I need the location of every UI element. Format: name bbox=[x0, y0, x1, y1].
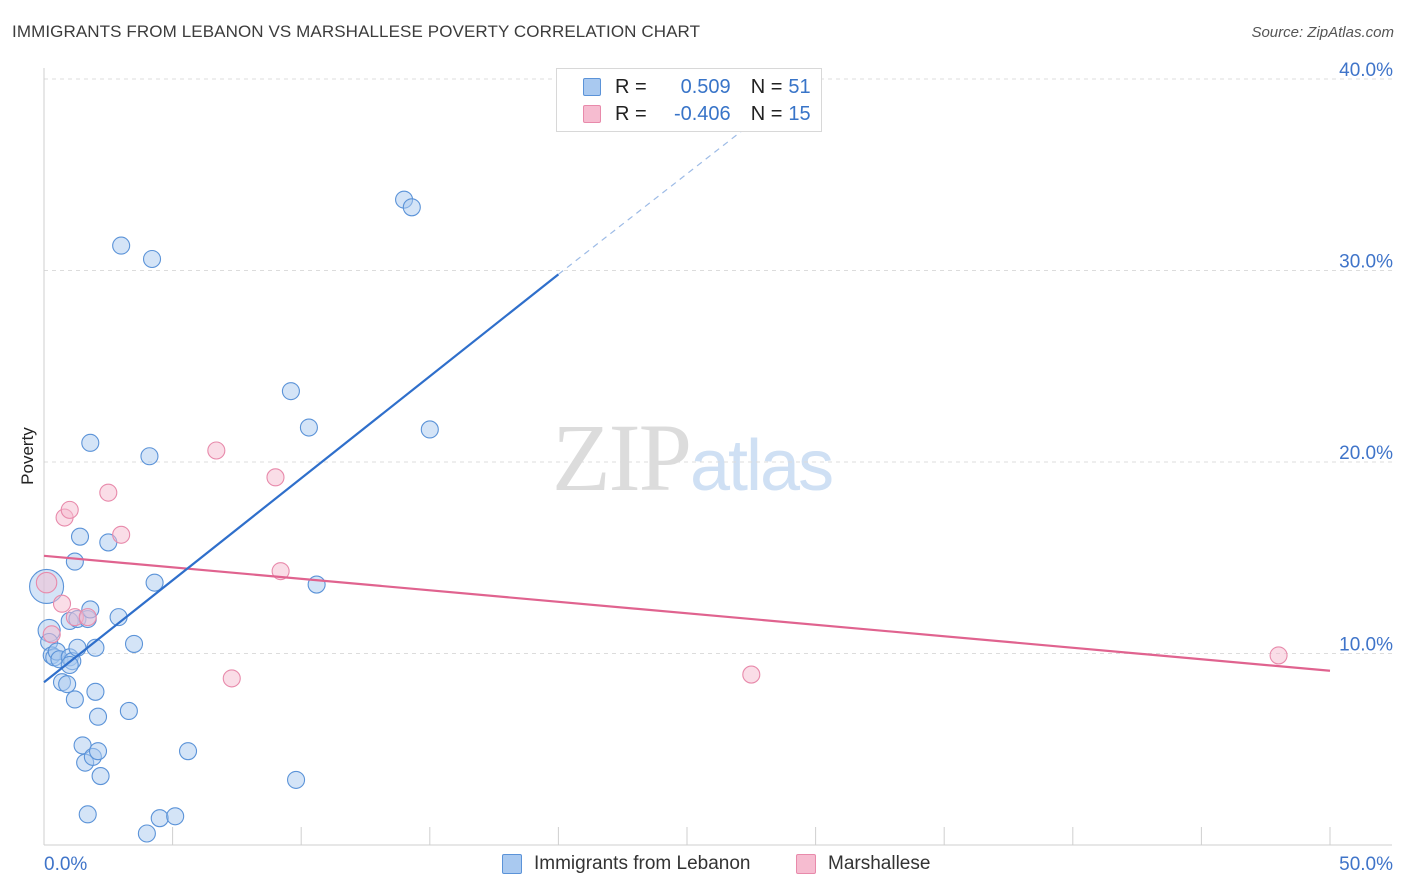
source-label: Source: ZipAtlas.com bbox=[1251, 24, 1394, 41]
legend-n-label: N = bbox=[750, 102, 783, 125]
legend-n-value: 51 bbox=[788, 75, 811, 98]
data-point-lebanon bbox=[86, 682, 105, 701]
data-point-lebanon bbox=[299, 418, 318, 437]
x-tick-label: 50.0% bbox=[1339, 854, 1393, 875]
data-point-marshallese bbox=[266, 468, 285, 487]
data-point-marshallese bbox=[207, 441, 226, 460]
data-point-lebanon bbox=[112, 236, 131, 255]
data-point-lebanon bbox=[70, 527, 90, 546]
data-point-lebanon bbox=[142, 249, 162, 269]
legend-r-value: 0.509 bbox=[680, 75, 731, 98]
data-point-lebanon bbox=[140, 447, 159, 466]
data-point-lebanon bbox=[60, 655, 79, 675]
data-point-lebanon bbox=[281, 382, 300, 401]
data-point-marshallese bbox=[52, 594, 72, 613]
data-point-marshallese bbox=[35, 571, 58, 594]
data-point-marshallese bbox=[99, 483, 118, 502]
data-point-marshallese bbox=[60, 500, 79, 519]
data-point-lebanon bbox=[137, 824, 156, 843]
y-tick-label: 20.0% bbox=[1339, 443, 1393, 464]
trend-line-lebanon-extension bbox=[558, 112, 765, 275]
watermark: ZIPatlas bbox=[552, 402, 834, 513]
data-point-marshallese bbox=[222, 669, 241, 688]
data-point-lebanon bbox=[58, 675, 77, 694]
data-point-lebanon bbox=[81, 433, 100, 452]
data-point-lebanon bbox=[88, 742, 108, 761]
data-point-lebanon bbox=[91, 767, 110, 786]
data-point-lebanon bbox=[287, 770, 306, 789]
data-point-lebanon bbox=[65, 690, 84, 709]
legend-swatch-pink bbox=[583, 105, 601, 123]
data-point-lebanon bbox=[166, 807, 185, 826]
y-tick-label: 30.0% bbox=[1339, 252, 1393, 273]
correlation-legend: R = 0.509 N = 51 R = -0.406 N = 15 bbox=[556, 68, 822, 132]
data-point-lebanon bbox=[68, 638, 87, 657]
data-point-lebanon bbox=[119, 701, 138, 721]
trend-lines bbox=[43, 112, 1331, 684]
legend-r-label: R = bbox=[615, 75, 647, 98]
data-point-lebanon bbox=[65, 552, 84, 571]
data-point-lebanon bbox=[145, 573, 164, 592]
legend-swatch-blue bbox=[502, 854, 522, 874]
legend-swatch-blue bbox=[583, 78, 601, 96]
data-point-marshallese bbox=[1269, 646, 1288, 665]
data-point-lebanon bbox=[88, 707, 108, 726]
data-point-lebanon bbox=[178, 742, 198, 761]
y-tick-label: 40.0% bbox=[1339, 60, 1393, 81]
data-point-lebanon bbox=[420, 420, 439, 439]
data-point-marshallese bbox=[78, 608, 97, 627]
tick-labels: 10.0% 20.0% 30.0% 40.0% 0.0% 50.0% bbox=[44, 60, 1393, 875]
x-tick-label: 0.0% bbox=[44, 854, 87, 875]
watermark-zip: ZIP bbox=[552, 404, 692, 511]
series-lebanon bbox=[29, 190, 439, 843]
data-point-marshallese bbox=[742, 665, 761, 684]
grid-lines bbox=[44, 78, 1392, 654]
legend-label-lebanon: Immigrants from Lebanon bbox=[534, 853, 751, 874]
legend-label-marshallese: Marshallese bbox=[828, 853, 931, 874]
series-marshallese bbox=[35, 441, 1288, 688]
legend-row-lebanon: R = 0.509 N = 51 bbox=[583, 74, 811, 100]
legend-n-label: N = bbox=[750, 75, 783, 98]
data-point-marshallese bbox=[271, 562, 290, 581]
legend-row-marshallese: R = -0.406 N = 15 bbox=[583, 101, 811, 127]
legend-r-label: R = bbox=[615, 102, 647, 125]
data-point-marshallese bbox=[112, 525, 131, 544]
trend-line-marshallese bbox=[43, 554, 1331, 672]
trend-line-lebanon bbox=[43, 273, 560, 684]
data-point-lebanon bbox=[402, 198, 421, 217]
legend-n-value: 15 bbox=[788, 102, 811, 125]
data-point-lebanon bbox=[78, 805, 97, 824]
data-point-lebanon bbox=[150, 809, 169, 828]
legend-item-marshallese[interactable]: Marshallese bbox=[796, 851, 930, 877]
watermark-atlas: atlas bbox=[690, 426, 834, 506]
data-point-lebanon bbox=[124, 634, 144, 653]
axes bbox=[43, 68, 1392, 846]
chart-title: IMMIGRANTS FROM LEBANON VS MARSHALLESE P… bbox=[12, 22, 701, 41]
legend-r-value: -0.406 bbox=[673, 102, 731, 125]
legend-swatch-pink bbox=[796, 854, 816, 874]
data-point-marshallese bbox=[42, 625, 61, 644]
y-tick-label: 10.0% bbox=[1339, 635, 1393, 656]
legend-item-lebanon[interactable]: Immigrants from Lebanon bbox=[502, 851, 751, 877]
